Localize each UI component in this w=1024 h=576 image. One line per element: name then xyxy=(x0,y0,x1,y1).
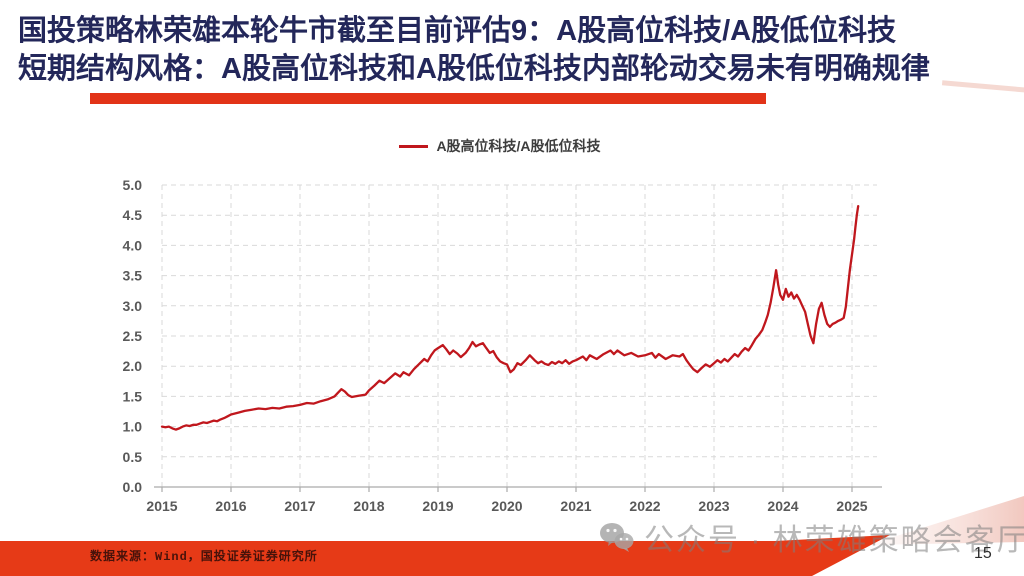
legend-label: A股高位科技/A股低位科技 xyxy=(436,138,601,154)
svg-text:2022: 2022 xyxy=(629,498,660,514)
title-underline-bar xyxy=(90,93,766,104)
footer-pink-wedge xyxy=(868,496,1024,545)
title-block: 国投策略林荣雄本轮牛市截至目前评估9：A股高位科技/A股低位科技 短期结构风格：… xyxy=(18,12,1018,88)
data-source-text: 数据来源：Wind，国投证券证券研究所 xyxy=(90,550,318,564)
svg-text:1.5: 1.5 xyxy=(123,388,143,404)
svg-text:2017: 2017 xyxy=(284,498,315,514)
page-title-line-2: 短期结构风格：A股高位科技和A股低位科技内部轮动交易未有明确规律 xyxy=(18,53,930,85)
svg-text:2023: 2023 xyxy=(698,498,729,514)
page-number: 15 xyxy=(974,545,992,562)
svg-text:2020: 2020 xyxy=(491,498,522,514)
svg-text:2021: 2021 xyxy=(560,498,591,514)
svg-text:2024: 2024 xyxy=(767,498,798,514)
footer-decoration xyxy=(0,496,1024,576)
page-title-line-1: 国投策略林荣雄本轮牛市截至目前评估9：A股高位科技/A股低位科技 xyxy=(18,15,897,47)
svg-text:4.0: 4.0 xyxy=(123,237,143,253)
svg-text:2025: 2025 xyxy=(836,498,867,514)
svg-text:4.5: 4.5 xyxy=(123,207,143,223)
svg-text:3.0: 3.0 xyxy=(123,298,143,314)
svg-text:5.0: 5.0 xyxy=(123,177,143,193)
chart-legend: A股高位科技/A股低位科技 xyxy=(100,136,900,156)
svg-text:2.0: 2.0 xyxy=(123,358,143,374)
svg-text:2015: 2015 xyxy=(146,498,177,514)
footer-red-band xyxy=(0,535,890,576)
svg-text:2018: 2018 xyxy=(353,498,384,514)
svg-text:0.5: 0.5 xyxy=(123,449,143,465)
svg-text:0.0: 0.0 xyxy=(123,479,143,495)
svg-text:3.5: 3.5 xyxy=(123,268,143,284)
svg-text:2016: 2016 xyxy=(215,498,246,514)
legend-line-swatch xyxy=(399,144,429,148)
svg-text:2.5: 2.5 xyxy=(123,328,143,344)
svg-text:1.0: 1.0 xyxy=(123,419,143,435)
svg-text:2019: 2019 xyxy=(422,498,453,514)
